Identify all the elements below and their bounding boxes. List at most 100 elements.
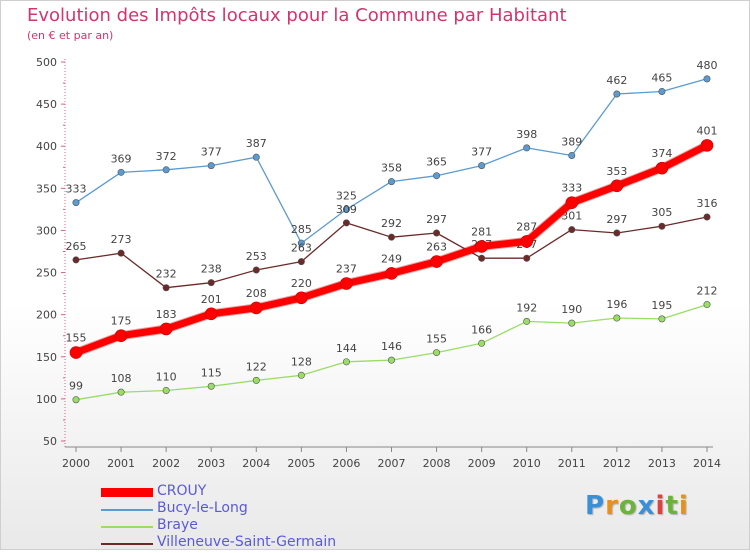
data-point [523, 254, 531, 262]
data-point [613, 229, 621, 237]
y-tick-label: 100 [36, 393, 57, 406]
data-label: 325 [336, 189, 357, 202]
data-point [117, 388, 125, 396]
data-point [252, 376, 260, 384]
x-tick-label: 2003 [197, 457, 225, 470]
legend-swatch [101, 509, 153, 511]
y-tick-label: 50 [43, 435, 57, 448]
data-label: 309 [336, 203, 357, 216]
data-label: 292 [381, 217, 402, 230]
data-point [475, 240, 488, 253]
data-point [655, 161, 669, 175]
data-point [204, 307, 218, 321]
data-point [207, 279, 215, 287]
data-label: 281 [471, 225, 492, 238]
data-point [433, 229, 441, 237]
data-point [162, 284, 170, 292]
data-point [114, 329, 128, 343]
legend-swatch [101, 488, 153, 497]
data-label: 365 [426, 156, 447, 169]
data-label: 333 [66, 183, 87, 196]
y-tick-label: 150 [36, 351, 57, 364]
data-label: 263 [426, 241, 447, 254]
data-label: 465 [651, 71, 672, 84]
x-tick-label: 2007 [378, 457, 406, 470]
x-tick-label: 2011 [558, 457, 586, 470]
x-tick-label: 2001 [107, 457, 135, 470]
y-tick-label: 400 [36, 140, 57, 153]
data-label: 372 [156, 150, 177, 163]
x-tick-label: 2014 [693, 457, 721, 470]
data-point [297, 239, 305, 247]
data-label: 115 [201, 366, 222, 379]
data-point [703, 213, 711, 221]
data-label: 389 [561, 135, 582, 148]
x-tick-label: 2006 [332, 457, 360, 470]
y-tick-label: 450 [36, 98, 57, 111]
data-label: 108 [111, 372, 132, 385]
data-label: 377 [471, 146, 492, 159]
data-point [387, 178, 395, 186]
x-tick-label: 2009 [468, 457, 496, 470]
data-point [658, 315, 666, 323]
data-label: 297 [426, 213, 447, 226]
data-point [568, 226, 576, 234]
x-tick-label: 2010 [513, 457, 541, 470]
data-label: 398 [516, 128, 537, 141]
data-label: 237 [336, 263, 357, 276]
data-label: 273 [111, 233, 132, 246]
data-label: 253 [246, 250, 267, 263]
data-point [117, 249, 125, 257]
data-point [297, 371, 305, 379]
data-point [658, 87, 666, 95]
data-label: 249 [381, 252, 402, 265]
data-point [658, 222, 666, 230]
data-point [387, 356, 395, 364]
data-label: 333 [561, 182, 582, 195]
data-label: 232 [156, 268, 177, 281]
data-point [72, 256, 80, 264]
data-label: 110 [156, 370, 177, 383]
data-point [342, 358, 350, 366]
chart-subtitle: (en € et par an) [27, 29, 114, 42]
series-villeneuve-saint-germain: 2652732322382532633092922972672673012973… [66, 197, 718, 292]
data-point [117, 168, 125, 176]
data-label: 480 [697, 59, 718, 72]
x-tick-label: 2013 [648, 457, 676, 470]
data-label: 192 [516, 301, 537, 314]
data-point [207, 162, 215, 170]
data-point [478, 162, 486, 170]
y-tick-label: 250 [36, 267, 57, 280]
legend-swatch [101, 526, 153, 528]
data-point [703, 301, 711, 309]
data-label: 201 [201, 293, 222, 306]
series-crouy: 155 175 183 201 208 220 237 249 263 281 287 333 353 3… [66, 124, 718, 359]
data-point [430, 255, 443, 268]
data-label: 301 [561, 210, 582, 223]
data-point [613, 90, 621, 98]
data-label: 128 [291, 355, 312, 368]
data-point [568, 319, 576, 327]
data-point [700, 139, 714, 152]
data-point [72, 199, 80, 207]
data-point [252, 266, 260, 274]
data-point [249, 301, 263, 315]
data-label: 316 [697, 197, 718, 210]
data-point [523, 317, 531, 325]
data-label: 238 [201, 263, 222, 276]
proxiti-logo: Proxiti [585, 491, 689, 521]
legend-label: Braye [157, 517, 198, 533]
data-label: 263 [291, 242, 312, 255]
data-label: 166 [471, 323, 492, 336]
x-tick-label: 2004 [242, 457, 270, 470]
x-tick-label: 2002 [152, 457, 180, 470]
data-point [207, 382, 215, 390]
data-label: 462 [606, 74, 627, 87]
x-tick-label: 2008 [423, 457, 451, 470]
data-point [295, 291, 308, 305]
data-label: 122 [246, 360, 267, 373]
data-label: 155 [66, 332, 87, 345]
data-label: 285 [291, 223, 312, 236]
data-label: 183 [156, 308, 177, 321]
data-point [520, 235, 534, 248]
